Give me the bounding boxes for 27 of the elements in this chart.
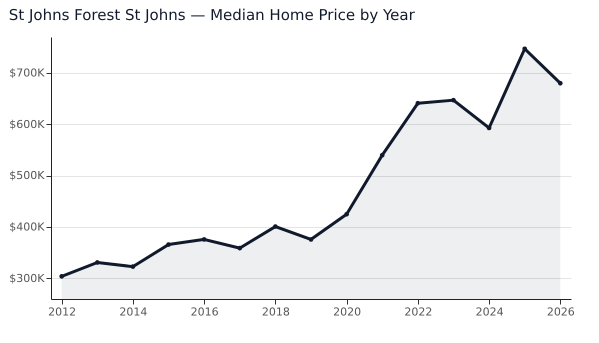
point: [380, 152, 385, 158]
point: [237, 246, 242, 250]
y-tick-label: $700K: [9, 66, 46, 80]
point: [558, 80, 563, 86]
y-tick-label: $400K: [9, 220, 46, 234]
x-tick-label: 2014: [119, 306, 148, 318]
x-tick-label: 2012: [48, 306, 76, 318]
x-tick-label: 2022: [404, 306, 432, 318]
y-tick-label: $300K: [9, 272, 46, 285]
point: [202, 237, 206, 242]
point: [416, 100, 420, 106]
point: [308, 237, 314, 242]
x-tick-label: 2024: [476, 306, 504, 318]
x-tick-label: 2026: [546, 306, 575, 318]
point: [166, 242, 171, 247]
x-tick-label: 2020: [333, 306, 362, 318]
y-tick-label: $500K: [9, 169, 46, 182]
chart-title: St Johns Forest St Johns — Median Home Price by Year: [8, 6, 416, 24]
point: [451, 98, 456, 103]
point: [94, 260, 100, 265]
x-tick-label: 2016: [190, 306, 219, 318]
point: [59, 274, 64, 279]
point: [273, 224, 278, 229]
y-tick-label: $600K: [9, 118, 46, 131]
x-tick-label: 2018: [262, 306, 290, 318]
point: [130, 264, 136, 269]
point: [344, 212, 349, 217]
